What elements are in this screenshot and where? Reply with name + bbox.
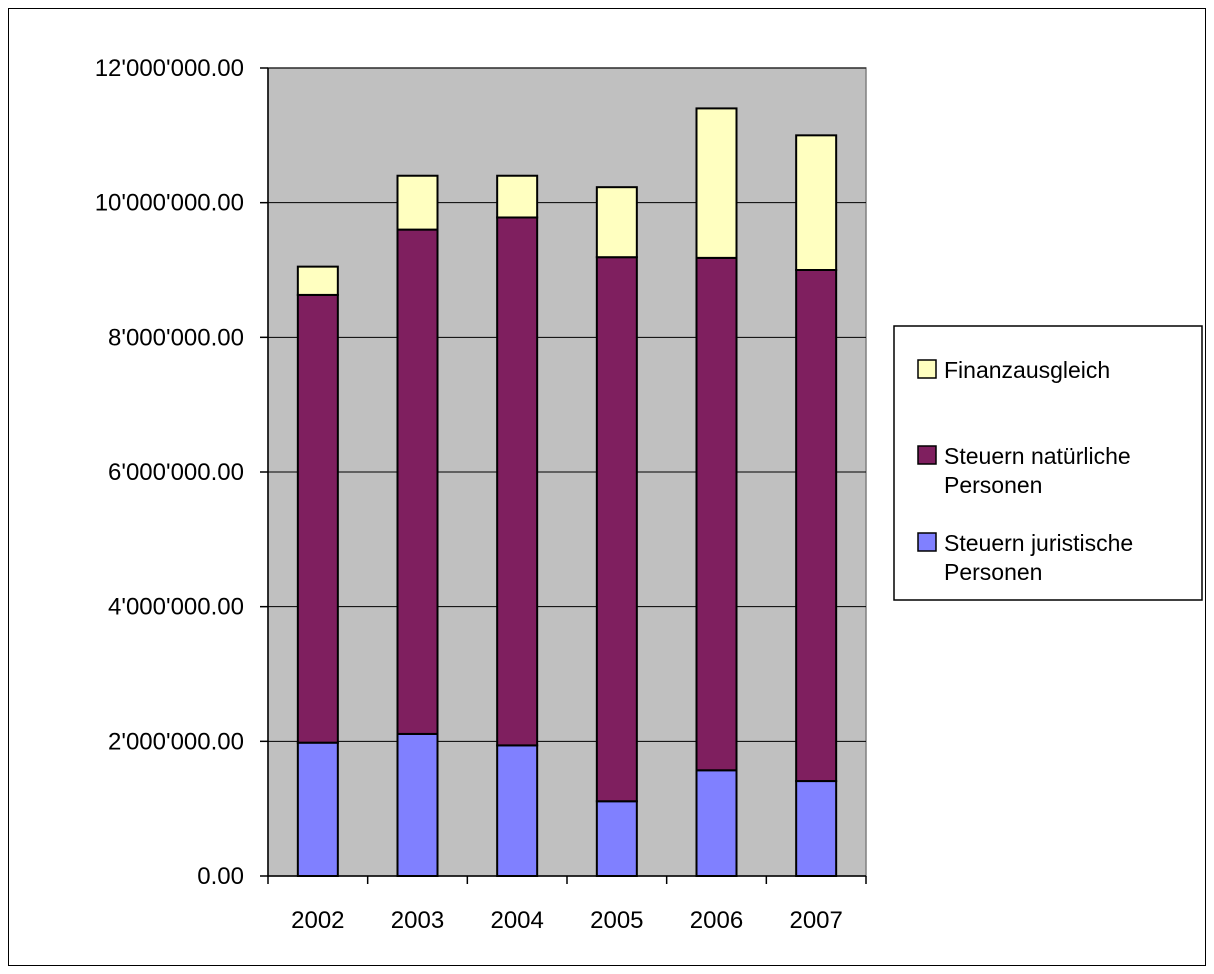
y-tick-label: 4'000'000.00 [108, 594, 244, 621]
legend-label: Steuern natürliche Personen [944, 443, 1131, 498]
bar-2005-series-2 [595, 186, 638, 259]
y-tick-label: 10'000'000.00 [95, 190, 244, 217]
legend-swatch [917, 359, 937, 379]
bar-2004-series-0 [496, 744, 539, 878]
bar-2003-series-2 [396, 174, 439, 231]
x-axis: 2002 2003 2004 2005 2006 2007 [267, 875, 867, 934]
legend: Finanzausgleich Steuern natürliche Persone… [893, 325, 1203, 601]
bar-2002-series-0 [296, 741, 339, 877]
gridlines [268, 67, 866, 742]
x-tick-label: 2004 [490, 907, 543, 934]
bar-2004-series-1 [496, 216, 539, 747]
bars [296, 107, 838, 878]
legend-swatch [917, 532, 937, 552]
legend-label: Finanzausgleich [944, 357, 1110, 383]
y-tick-label: 12'000'000.00 [95, 55, 244, 82]
x-tick-label: 2007 [789, 907, 842, 934]
y-tick-label: 8'000'000.00 [108, 324, 244, 351]
y-axis: 0.00 2'000'000.00 4'000'000.00 6'000'000.00… [95, 55, 269, 890]
legend-swatch [917, 445, 937, 465]
y-tick-label: 2'000'000.00 [108, 728, 244, 755]
x-tick-label: 2006 [690, 907, 743, 934]
legend-label: Steuern juristische Personen [944, 530, 1133, 585]
x-tick-label: 2005 [590, 907, 643, 934]
legend-box [893, 325, 1203, 601]
x-tick-label: 2003 [391, 907, 444, 934]
bar-2007-series-2 [795, 134, 838, 271]
bar-2006-series-1 [695, 256, 738, 772]
bar-2005-series-0 [595, 800, 638, 878]
bar-2003-series-1 [396, 228, 439, 735]
bar-2006-series-2 [695, 107, 738, 259]
y-tick-label: 0.00 [197, 863, 244, 890]
bar-2005-series-1 [595, 256, 638, 803]
x-tick-label: 2002 [291, 907, 344, 934]
y-tick-label: 6'000'000.00 [108, 459, 244, 486]
bar-2002-series-2 [296, 265, 339, 296]
bar-2007-series-1 [795, 269, 838, 783]
bar-2007-series-0 [795, 780, 838, 877]
bar-2004-series-2 [496, 174, 539, 219]
bar-2003-series-0 [396, 732, 439, 878]
bar-2002-series-1 [296, 293, 339, 744]
bar-2006-series-0 [695, 769, 738, 878]
